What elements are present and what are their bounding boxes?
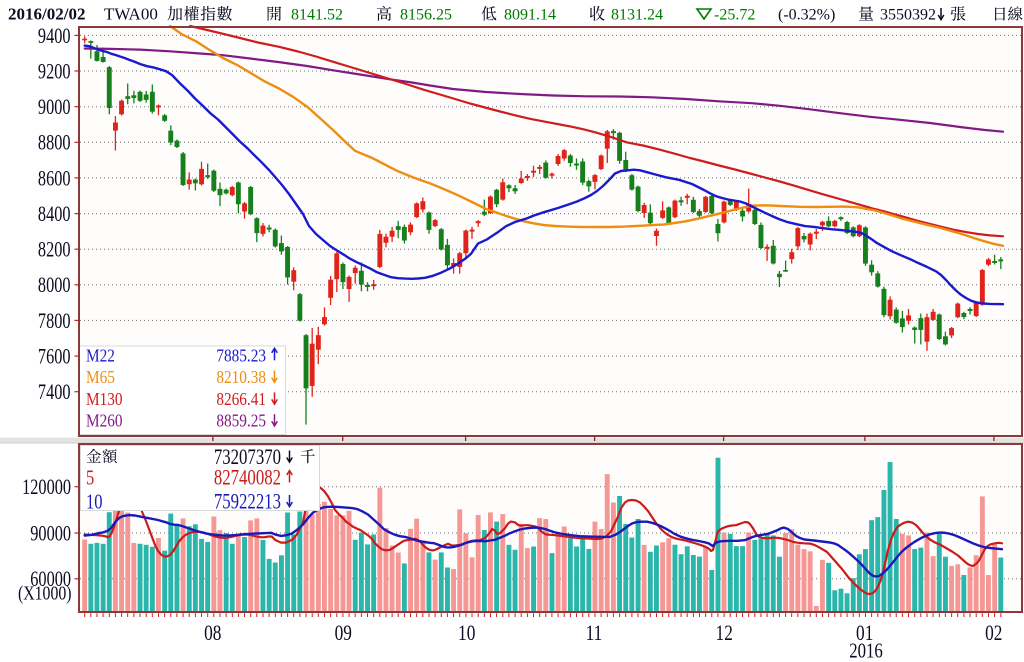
svg-text:8200: 8200 bbox=[38, 237, 71, 262]
svg-text:5: 5 bbox=[86, 467, 94, 491]
svg-text:10: 10 bbox=[86, 491, 102, 515]
svg-text:8859.25: 8859.25 bbox=[216, 411, 266, 431]
svg-text:-25.72: -25.72 bbox=[714, 7, 755, 24]
svg-text:3550392: 3550392 bbox=[880, 7, 936, 24]
svg-text:(-0.32%): (-0.32%) bbox=[778, 7, 835, 24]
svg-text:9200: 9200 bbox=[38, 59, 71, 84]
svg-text:8141.52: 8141.52 bbox=[291, 7, 343, 24]
svg-text:M130: M130 bbox=[86, 389, 123, 409]
svg-text:9400: 9400 bbox=[38, 23, 71, 48]
svg-text:9000: 9000 bbox=[38, 95, 71, 120]
svg-text:8600: 8600 bbox=[38, 166, 71, 191]
svg-text:(X1000): (X1000) bbox=[18, 582, 72, 606]
svg-text:M260: M260 bbox=[86, 411, 123, 431]
svg-text:08: 08 bbox=[204, 623, 221, 646]
svg-text:11: 11 bbox=[586, 623, 603, 646]
svg-text:7885.23: 7885.23 bbox=[216, 345, 266, 365]
svg-text:01: 01 bbox=[856, 623, 873, 646]
svg-text:60000: 60000 bbox=[30, 567, 71, 592]
svg-text:M22: M22 bbox=[86, 345, 115, 365]
svg-text:73207370: 73207370 bbox=[214, 446, 281, 470]
svg-text:8266.41: 8266.41 bbox=[216, 389, 266, 409]
svg-text:2016/02/02: 2016/02/02 bbox=[8, 5, 85, 24]
svg-text:M65: M65 bbox=[86, 367, 115, 387]
svg-text:8000: 8000 bbox=[38, 273, 71, 298]
svg-text:2016: 2016 bbox=[849, 640, 883, 662]
svg-text:10: 10 bbox=[458, 623, 475, 646]
svg-text:8800: 8800 bbox=[38, 130, 71, 155]
svg-text:7600: 7600 bbox=[38, 344, 71, 369]
svg-text:7400: 7400 bbox=[38, 380, 71, 405]
svg-text:09: 09 bbox=[335, 623, 352, 646]
svg-text:12: 12 bbox=[716, 623, 733, 646]
svg-text:8210.38: 8210.38 bbox=[216, 367, 266, 387]
svg-text:7800: 7800 bbox=[38, 308, 71, 333]
svg-text:82740082: 82740082 bbox=[214, 467, 281, 491]
svg-text:90000: 90000 bbox=[30, 521, 71, 546]
svg-text:02: 02 bbox=[985, 623, 1002, 646]
svg-text:120000: 120000 bbox=[22, 475, 71, 500]
svg-text:8156.25: 8156.25 bbox=[400, 7, 452, 24]
svg-text:75922213: 75922213 bbox=[214, 491, 281, 515]
svg-text:TWA00: TWA00 bbox=[104, 5, 158, 24]
svg-text:8091.14: 8091.14 bbox=[504, 7, 556, 24]
svg-text:8131.24: 8131.24 bbox=[611, 7, 663, 24]
svg-text:8400: 8400 bbox=[38, 201, 71, 226]
